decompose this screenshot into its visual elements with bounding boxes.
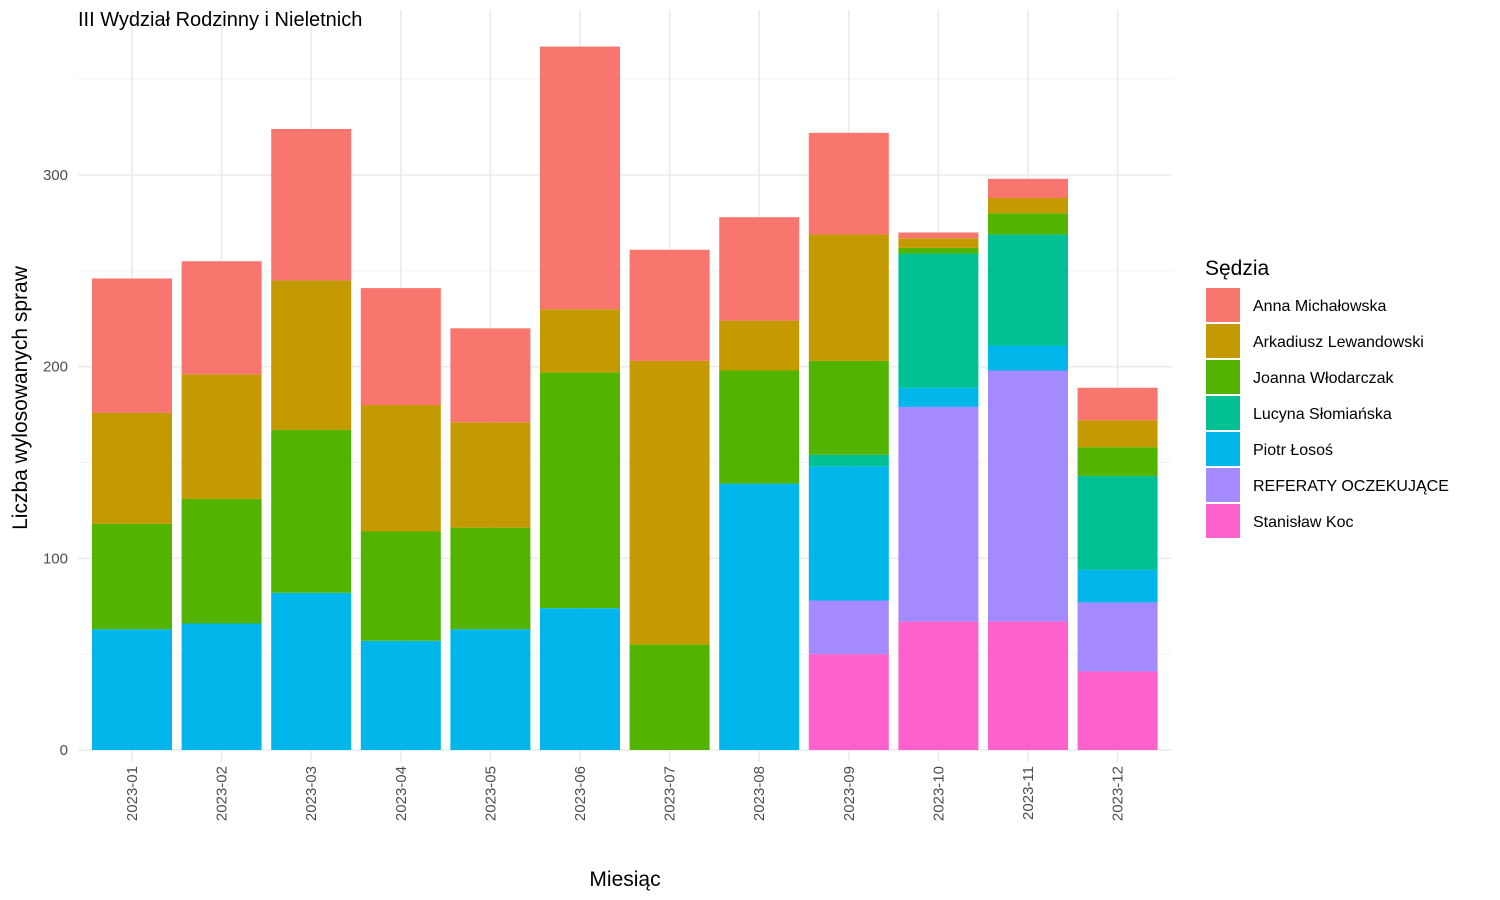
bar-segment: [898, 247, 979, 254]
bar-segment: [629, 644, 710, 750]
x-tick-label: 2023-12: [1110, 766, 1127, 821]
legend-key: [1206, 360, 1240, 394]
bar-segment: [808, 466, 889, 601]
bar-segment: [540, 372, 620, 609]
bar-segment: [808, 654, 889, 750]
bar-segment: [898, 387, 979, 407]
bar-segment: [450, 527, 531, 630]
bar-segment: [988, 234, 1068, 346]
bar-segment: [808, 454, 889, 467]
bar-segment: [92, 278, 172, 413]
y-axis-title: Liczba wylosowanych spraw: [9, 265, 32, 530]
bar-segment: [988, 621, 1068, 750]
x-tick-label: 2023-04: [393, 766, 410, 821]
x-tick-label: 2023-07: [662, 766, 679, 821]
bar-segment: [719, 370, 800, 484]
bar-segment: [271, 429, 352, 593]
legend-label: Anna Michałowska: [1253, 298, 1387, 315]
y-tick-label: 0: [60, 742, 68, 759]
legend: Anna Michałowska Arkadiusz Lewandowski Joa…: [1206, 288, 1449, 538]
x-tick-label: 2023-06: [572, 766, 589, 821]
x-tick-label: 2023-02: [214, 766, 231, 821]
bar-segment: [719, 320, 800, 371]
bar-segment: [271, 280, 352, 430]
bar-segment: [988, 178, 1068, 198]
legend-label: Joanna Włodarczak: [1253, 370, 1395, 387]
bar-segment: [92, 412, 172, 524]
bar-segment: [898, 232, 979, 239]
bar-segment: [1077, 671, 1158, 750]
bar-segment: [1077, 475, 1158, 570]
legend-label: REFERATY OCZEKUJĄCE: [1253, 478, 1449, 495]
x-tick-label: 2023-11: [1020, 766, 1037, 820]
bar-segment: [808, 234, 889, 361]
bar-segment: [808, 600, 889, 655]
bar-segment: [629, 249, 710, 361]
bar-segment: [1077, 387, 1158, 421]
x-tick-label: 2023-09: [841, 766, 858, 821]
x-tick-label: 2023-10: [930, 766, 947, 821]
bar-segment: [540, 46, 620, 310]
bar-segment: [92, 629, 172, 750]
bar-segment: [360, 405, 441, 532]
bar-segment: [1077, 569, 1158, 603]
bar-segment: [898, 621, 979, 750]
x-tick-label: 2023-08: [751, 766, 768, 821]
bar-segment: [988, 213, 1068, 235]
bars: [92, 46, 1158, 750]
bar-segment: [450, 328, 531, 423]
legend-label: Arkadiusz Lewandowski: [1253, 334, 1424, 351]
bar-segment: [898, 238, 979, 248]
y-axis: 0 100 200 300: [43, 167, 68, 759]
bar-segment: [988, 345, 1068, 371]
bar-segment: [271, 592, 352, 750]
x-tick-label: 2023-05: [482, 766, 499, 821]
bar-segment: [1077, 602, 1158, 672]
bar-segment: [360, 288, 441, 405]
bar-segment: [540, 309, 620, 373]
bar-segment: [629, 360, 710, 645]
bar-segment: [719, 217, 800, 321]
x-tick-label: 2023-01: [124, 766, 141, 821]
bar-segment: [719, 483, 800, 750]
bar-segment: [1077, 420, 1158, 448]
legend-title: Sędzia: [1205, 257, 1270, 280]
bar-segment: [181, 374, 262, 499]
bar-segment: [450, 629, 531, 750]
bar-segment: [898, 406, 979, 622]
y-tick-label: 200: [43, 359, 68, 376]
legend-key: [1206, 504, 1240, 538]
bar-segment: [988, 198, 1068, 214]
y-tick-label: 100: [43, 550, 68, 567]
x-axis-title: Miesiąc: [589, 868, 660, 891]
legend-key: [1206, 324, 1240, 358]
bar-segment: [898, 253, 979, 388]
legend-key: [1206, 468, 1240, 502]
legend-key: [1206, 432, 1240, 466]
x-tick-label: 2023-03: [303, 766, 320, 821]
legend-label: Stanisław Koc: [1253, 514, 1354, 531]
bar-segment: [181, 623, 262, 750]
bar-segment: [92, 523, 172, 630]
legend-label: Piotr Łosoś: [1253, 442, 1333, 459]
legend-key: [1206, 396, 1240, 430]
bar-segment: [360, 640, 441, 750]
x-axis: 2023-01 2023-02 2023-03 2023-04 2023-05 2023-…: [124, 766, 1127, 821]
bar-segment: [360, 531, 441, 641]
y-tick-label: 300: [43, 167, 68, 184]
bar-segment: [1077, 447, 1158, 476]
bar-segment: [271, 129, 352, 281]
bar-segment: [808, 132, 889, 235]
legend-key: [1206, 288, 1240, 322]
bar-segment: [988, 370, 1068, 622]
bar-segment: [808, 360, 889, 455]
bar-segment: [540, 608, 620, 750]
legend-label: Lucyna Słomiańska: [1253, 406, 1392, 423]
bar-segment: [450, 422, 531, 528]
bar-segment: [181, 261, 262, 375]
bar-segment: [181, 498, 262, 624]
chart-title: III Wydział Rodzinny i Nieletnich: [78, 9, 362, 31]
